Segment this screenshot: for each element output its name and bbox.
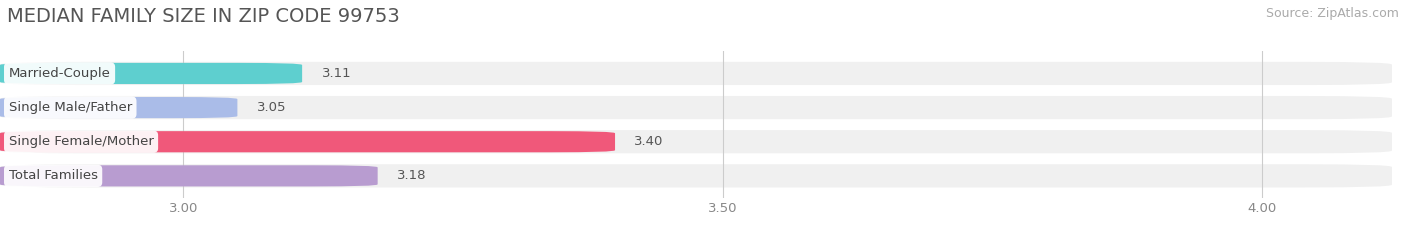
Text: Single Male/Father: Single Male/Father bbox=[8, 101, 132, 114]
FancyBboxPatch shape bbox=[0, 164, 1392, 188]
FancyBboxPatch shape bbox=[0, 63, 302, 84]
Text: 3.18: 3.18 bbox=[396, 169, 426, 182]
Text: 3.40: 3.40 bbox=[634, 135, 664, 148]
Text: 3.11: 3.11 bbox=[322, 67, 352, 80]
Text: Married-Couple: Married-Couple bbox=[8, 67, 111, 80]
FancyBboxPatch shape bbox=[0, 96, 1392, 119]
Text: MEDIAN FAMILY SIZE IN ZIP CODE 99753: MEDIAN FAMILY SIZE IN ZIP CODE 99753 bbox=[7, 7, 399, 26]
Text: 3.05: 3.05 bbox=[257, 101, 287, 114]
FancyBboxPatch shape bbox=[0, 130, 1392, 153]
Text: Single Female/Mother: Single Female/Mother bbox=[8, 135, 153, 148]
Text: Source: ZipAtlas.com: Source: ZipAtlas.com bbox=[1265, 7, 1399, 20]
FancyBboxPatch shape bbox=[0, 165, 378, 186]
FancyBboxPatch shape bbox=[0, 62, 1392, 85]
FancyBboxPatch shape bbox=[0, 131, 614, 152]
Text: Total Families: Total Families bbox=[8, 169, 97, 182]
FancyBboxPatch shape bbox=[0, 97, 238, 118]
